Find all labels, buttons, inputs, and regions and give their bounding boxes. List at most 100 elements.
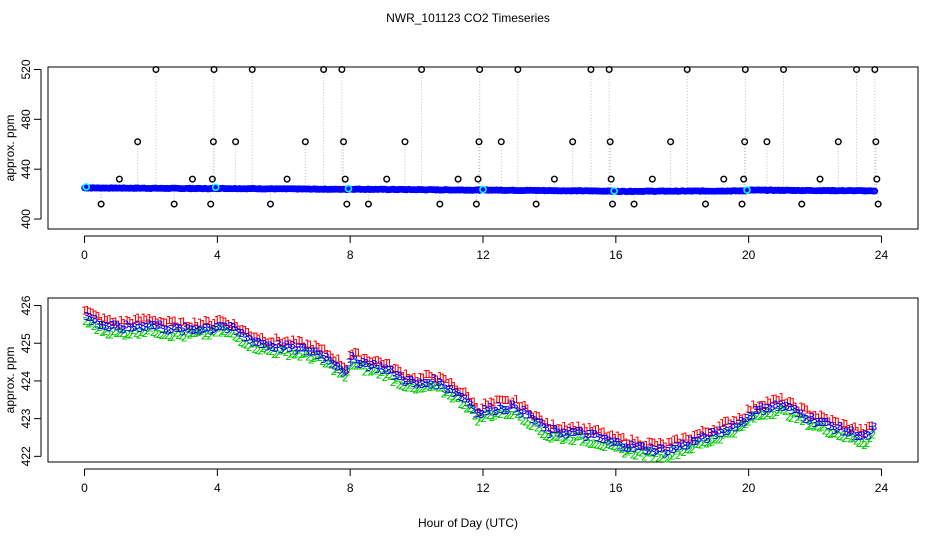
series-3-point: 3 [128, 321, 135, 334]
top-x-tick-label: 12 [476, 248, 490, 262]
series-2-point: 2 [728, 427, 735, 440]
series-2-point: 2 [632, 450, 639, 463]
series-1-point: 1 [679, 432, 686, 445]
series-3-point: 3 [693, 435, 700, 448]
series-2-point: 2 [367, 365, 374, 378]
series-3-point: 3 [182, 321, 189, 334]
series-2-point: 2 [844, 429, 851, 442]
series-1-point: 1 [595, 423, 602, 436]
series-3-point: 3 [687, 435, 694, 448]
series-3-point: 3 [334, 361, 341, 374]
series-2-point: 2 [105, 329, 112, 342]
series-2-point: 2 [398, 379, 405, 392]
series-2-point: 2 [700, 436, 707, 449]
series-3-point: 3 [142, 321, 149, 334]
series-3-point: 3 [594, 431, 601, 444]
series-1-point: 1 [499, 393, 506, 406]
series-3-point: 3 [707, 427, 714, 440]
series-1-point: 1 [564, 423, 571, 436]
series-3-point: 3 [337, 364, 344, 377]
series-1-point: 1 [572, 424, 579, 437]
series-3-point: 3 [588, 427, 595, 440]
series-3-point: 3 [679, 437, 686, 450]
series-1-point: 1 [485, 398, 492, 411]
series-2-point: 2 [254, 344, 261, 357]
series-2-point: 2 [116, 326, 123, 339]
series-3-point: 3 [583, 431, 590, 444]
series-2-point: 2 [627, 444, 634, 457]
series-1-point: 1 [106, 313, 113, 326]
series-2-point: 2 [604, 438, 611, 451]
series-3-point: 3 [151, 319, 158, 332]
series-2-point: 2 [824, 427, 831, 440]
series-1-point: 1 [631, 437, 638, 450]
series-2-point: 2 [294, 348, 301, 361]
series-1-point: 1 [126, 315, 133, 328]
series-2-point: 2 [576, 430, 583, 443]
outlier-point [872, 138, 880, 146]
series-3-point: 3 [408, 374, 415, 387]
series-2-point: 2 [782, 405, 789, 418]
series-3-point: 3 [365, 361, 372, 374]
outlier-point [667, 138, 675, 146]
bottom-plot-frame [47, 297, 919, 463]
series-3-point: 3 [314, 349, 321, 362]
series-3-point: 3 [473, 408, 480, 421]
series-1-point: 1 [722, 415, 729, 428]
series-1-point: 1 [154, 316, 161, 329]
series-2-point: 2 [658, 452, 665, 465]
outlier-point [834, 138, 842, 146]
series-2-point: 2 [822, 425, 829, 438]
series-1-point: 1 [411, 371, 418, 384]
series-3-point: 3 [340, 367, 347, 380]
series-3-point: 3 [224, 323, 231, 336]
series-3-point: 3 [498, 403, 505, 416]
bottom-x-tick-label: 12 [476, 481, 490, 495]
series-1-point: 1 [668, 436, 675, 449]
series-2-point: 2 [285, 350, 292, 363]
series-1-point: 1 [95, 310, 102, 323]
series-3-point: 3 [374, 363, 381, 376]
series-2-point: 2 [328, 359, 335, 372]
series-1-point: 1 [137, 314, 144, 327]
series-1-point: 1 [425, 368, 432, 381]
series-3-point: 3 [735, 417, 742, 430]
series-2-point: 2 [455, 392, 462, 405]
series-3-point: 3 [783, 400, 790, 413]
series-3-point: 3 [865, 429, 872, 442]
outlier-point [232, 138, 240, 146]
series-2-point: 2 [661, 448, 668, 461]
series-1-point: 1 [637, 439, 644, 452]
series-3-point: 3 [360, 356, 367, 369]
series-2-point: 2 [443, 386, 450, 399]
series-1-point: 1 [92, 308, 99, 321]
series-1-point: 1 [462, 385, 469, 398]
series-1-point: 1 [750, 398, 757, 411]
series-2-point: 2 [796, 411, 803, 424]
series-2-point: 2 [774, 406, 781, 419]
series-3-point: 3 [639, 440, 646, 453]
series-1-point: 1 [315, 341, 322, 354]
series-3-point: 3 [614, 436, 621, 449]
series-2-point: 2 [596, 439, 603, 452]
series-3-point: 3 [504, 404, 511, 417]
series-2-point: 2 [531, 417, 538, 430]
series-3-point: 3 [662, 447, 669, 460]
series-1-point: 1 [307, 338, 314, 351]
series-2-point: 2 [223, 327, 230, 340]
series-2-point: 2 [82, 315, 89, 328]
series-3-point: 3 [97, 319, 104, 332]
outlier-point [170, 200, 178, 208]
outlier-point [210, 65, 218, 73]
series-2-point: 2 [240, 338, 247, 351]
series-3-point: 3 [134, 319, 141, 332]
top-y-tick-label: 480 [19, 109, 33, 129]
series-2-point: 2 [93, 324, 100, 337]
series-3-point: 3 [732, 421, 739, 434]
series-3-point: 3 [117, 323, 124, 336]
series-2-point: 2 [412, 383, 419, 396]
series-1-point: 1 [248, 330, 255, 343]
top-x-axis: 0 4 8 12 16 20 24 [81, 235, 888, 262]
outlier-point [683, 65, 691, 73]
series-2-point: 2 [466, 402, 473, 415]
